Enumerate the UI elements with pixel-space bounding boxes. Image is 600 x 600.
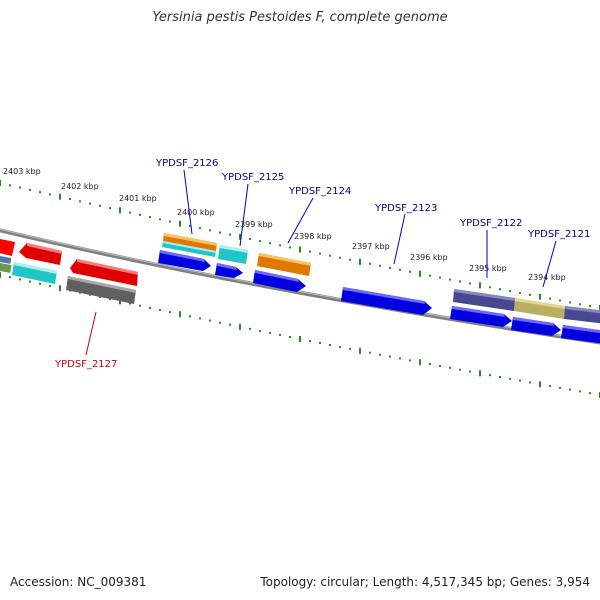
map-title: Yersinia pestis Pestoides F, complete ge… [152, 10, 448, 25]
topology-text: Topology: circular; Length: 4,517,345 bp… [260, 575, 590, 589]
gene-feature [341, 287, 432, 315]
gene-feature [511, 317, 561, 336]
gene-label: YPDSF_2122 [459, 218, 522, 229]
scale-label: 2395 kbp [469, 264, 507, 273]
gene-feature [70, 259, 138, 286]
gene-feature [450, 306, 512, 327]
gene-feature [0, 262, 12, 273]
gene-label: YPDSF_2121 [527, 229, 590, 240]
scale-label: 2400 kbp [177, 208, 215, 217]
gene-label: YPDSF_2125 [221, 172, 284, 183]
gene-feature [453, 289, 515, 311]
scale-label: 2403 kbp [3, 167, 41, 176]
gene-feature [514, 298, 565, 319]
gene-feature [66, 276, 136, 304]
gene-label: YPDSF_2126 [155, 158, 218, 169]
genome-backbone [0, 228, 600, 345]
gene-feature [253, 270, 306, 292]
scale-label: 2399 kbp [235, 220, 273, 229]
leader-line-red [85, 311, 97, 356]
scale-label: 2396 kbp [410, 253, 448, 262]
gene-feature [0, 255, 12, 264]
gene-label: YPDSF_2124 [288, 186, 351, 197]
scale-label: 2402 kbp [61, 182, 99, 191]
gene-label: YPDSF_2123 [374, 203, 437, 214]
gene-label: YPDSF_2127 [54, 359, 117, 370]
scale-label: 2398 kbp [294, 232, 332, 241]
gene-feature [257, 253, 311, 276]
gene-feature [0, 239, 15, 256]
gene-feature [19, 243, 62, 265]
outer-tick-ring [0, 180, 600, 311]
leader-lines [183, 169, 557, 288]
scale-label: 2401 kbp [119, 194, 157, 203]
scale-label: 2394 kbp [528, 273, 566, 282]
scale-label: 2397 kbp [352, 242, 390, 251]
accession-text: Accession: NC_009381 [10, 575, 147, 589]
gene-features [0, 233, 600, 344]
gene-feature [12, 262, 57, 284]
